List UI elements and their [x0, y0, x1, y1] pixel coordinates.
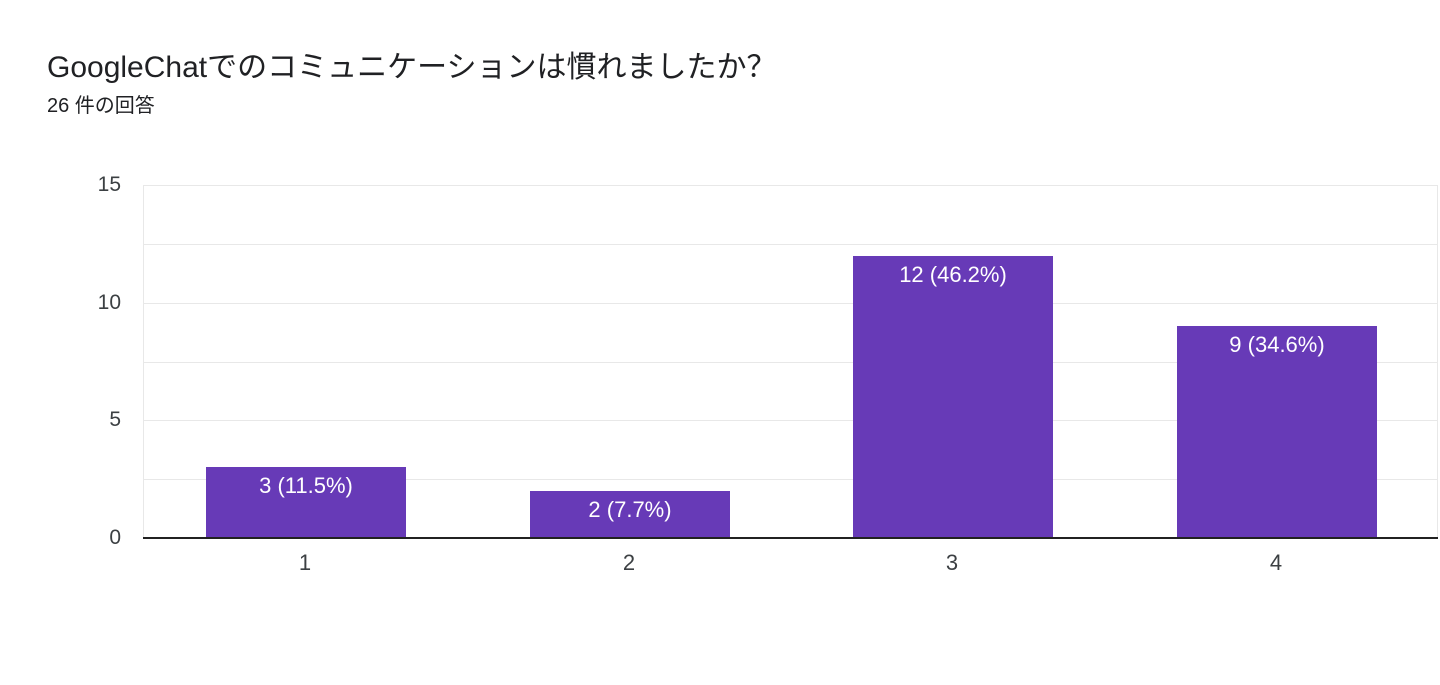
x-category-label: 2 — [622, 550, 636, 575]
bar-value-label: 3 (11.5%) — [259, 473, 353, 498]
bar-2[interactable]: 2 (7.7%) — [530, 491, 730, 538]
y-tick-label: 15 — [97, 173, 121, 196]
response-count: 26 件の回答 — [47, 95, 155, 117]
bar-3[interactable]: 12 (46.2%) — [853, 256, 1053, 538]
gridline — [144, 362, 1437, 363]
x-axis-line — [143, 537, 1438, 539]
bar-value-label: 2 (7.7%) — [588, 497, 672, 522]
bar-value-label: 12 (46.2%) — [899, 262, 1007, 287]
bar-1[interactable]: 3 (11.5%) — [206, 467, 406, 538]
question-title: GoogleChatでのコミュニケーションは慣れましたか？ — [47, 51, 777, 84]
y-tick-label: 0 — [109, 526, 121, 549]
y-tick-label: 10 — [97, 291, 121, 314]
x-category-label: 1 — [298, 550, 312, 575]
gridline — [144, 420, 1437, 421]
gridline — [144, 185, 1437, 186]
bar-value-label: 9 (34.6%) — [1229, 332, 1325, 357]
x-category-label: 3 — [945, 550, 959, 575]
y-tick-label: 5 — [109, 408, 121, 431]
gridline — [144, 303, 1437, 304]
bar-4[interactable]: 9 (34.6%) — [1177, 326, 1377, 538]
gridline — [144, 479, 1437, 480]
gridline — [144, 244, 1437, 245]
x-category-label: 4 — [1269, 550, 1283, 575]
plot-area: 3 (11.5%) 2 (7.7%) 12 (46.2%) 9 (34.6%) — [143, 185, 1438, 538]
